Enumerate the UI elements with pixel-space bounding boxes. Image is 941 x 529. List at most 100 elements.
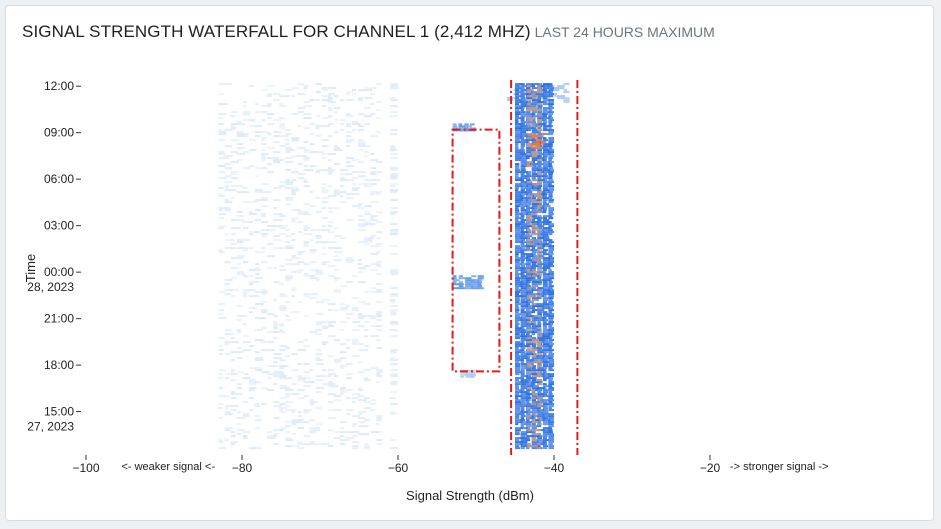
heat-cell bbox=[315, 151, 324, 154]
heat-cell bbox=[531, 365, 536, 368]
heat-cell bbox=[303, 225, 308, 228]
heat-cell bbox=[526, 291, 534, 294]
heat-cell bbox=[542, 129, 551, 132]
heat-cell bbox=[321, 95, 328, 98]
heat-cell bbox=[291, 113, 299, 116]
heat-cell bbox=[303, 141, 309, 144]
heat-cell bbox=[470, 127, 476, 130]
heat-cell bbox=[531, 157, 539, 160]
heat-cell bbox=[261, 213, 267, 216]
heat-cell bbox=[470, 371, 476, 374]
heat-cell bbox=[370, 183, 377, 186]
heat-cell bbox=[261, 247, 266, 250]
heat-cell bbox=[537, 289, 543, 292]
heat-cell bbox=[542, 387, 547, 390]
heat-cell bbox=[542, 435, 548, 438]
heat-cell bbox=[315, 269, 323, 272]
heat-cell bbox=[364, 433, 369, 436]
heat-cell bbox=[515, 139, 520, 142]
heat-cell bbox=[542, 299, 548, 302]
heat-cell bbox=[242, 227, 249, 230]
heat-cell bbox=[526, 397, 532, 400]
heat-cell bbox=[537, 141, 544, 144]
heat-cell bbox=[230, 359, 236, 362]
heat-cell bbox=[279, 305, 286, 308]
heat-cell bbox=[526, 203, 532, 206]
heat-cell bbox=[548, 133, 554, 136]
heat-cell bbox=[531, 203, 539, 206]
heat-cell bbox=[358, 413, 363, 416]
heat-cell bbox=[358, 129, 364, 132]
heat-cell bbox=[541, 140, 545, 143]
heat-cell bbox=[279, 387, 288, 390]
heat-cell bbox=[218, 83, 227, 86]
heat-cell bbox=[218, 313, 224, 316]
heat-cell bbox=[279, 95, 288, 98]
heat-cell bbox=[267, 431, 273, 434]
heat-cell bbox=[376, 179, 381, 182]
heat-cell bbox=[531, 227, 540, 230]
heat-cell bbox=[279, 325, 285, 328]
heat-cell bbox=[531, 375, 537, 378]
heat-cell bbox=[327, 265, 336, 268]
heat-cell bbox=[327, 401, 334, 404]
heat-cell bbox=[526, 351, 533, 354]
heat-cell bbox=[537, 339, 545, 342]
heat-cell bbox=[303, 443, 312, 446]
heat-cell bbox=[537, 91, 543, 94]
heat-cell bbox=[526, 399, 531, 402]
heat-cell bbox=[230, 409, 237, 412]
heat-cell bbox=[542, 97, 548, 100]
heat-cell bbox=[537, 181, 543, 184]
heat-cell bbox=[358, 317, 365, 320]
heat-cell bbox=[520, 379, 527, 382]
heat-band bbox=[218, 83, 383, 450]
heat-cell bbox=[273, 325, 278, 328]
heat-cell bbox=[537, 219, 542, 222]
heat-cell bbox=[531, 395, 537, 398]
heat-cell bbox=[390, 271, 398, 274]
heat-cell bbox=[531, 245, 537, 248]
heat-cell bbox=[531, 179, 537, 182]
heat-cell bbox=[520, 101, 528, 104]
heat-cell bbox=[531, 231, 536, 234]
heat-cell bbox=[273, 315, 278, 318]
heat-cell bbox=[279, 213, 284, 216]
heat-cell bbox=[236, 263, 241, 266]
heat-cell bbox=[218, 447, 227, 450]
heat-cell bbox=[370, 93, 375, 96]
heat-cell bbox=[526, 267, 533, 270]
heat-cell bbox=[376, 221, 383, 224]
heat-cell bbox=[531, 269, 536, 272]
heat-cell bbox=[303, 385, 311, 388]
heat-cell bbox=[515, 249, 522, 252]
heat-cell bbox=[261, 143, 267, 146]
heat-cell bbox=[537, 435, 543, 438]
heat-cell bbox=[542, 407, 548, 410]
heat-cell bbox=[515, 93, 520, 96]
heat-cell bbox=[230, 111, 238, 114]
heat-cell bbox=[537, 415, 545, 418]
heat-cell bbox=[515, 195, 523, 198]
heat-cell bbox=[531, 409, 539, 412]
heat-cell bbox=[548, 341, 553, 344]
heat-cell bbox=[218, 113, 227, 116]
heat-cell bbox=[390, 185, 395, 188]
heat-cell bbox=[218, 165, 226, 168]
heat-cell bbox=[333, 399, 342, 402]
heat-cell bbox=[548, 225, 554, 228]
heat-cell bbox=[242, 111, 251, 114]
heat-cell bbox=[218, 151, 225, 154]
heat-cell bbox=[526, 89, 534, 92]
heat-cell bbox=[452, 279, 460, 282]
heat-cell bbox=[535, 146, 541, 149]
heat-cell bbox=[537, 127, 542, 130]
heat-cell bbox=[515, 241, 523, 244]
heat-cell bbox=[542, 427, 549, 430]
heat-cell bbox=[339, 119, 346, 122]
heat-cell bbox=[537, 387, 545, 390]
heat-cell bbox=[531, 91, 538, 94]
heat-cell bbox=[542, 207, 548, 210]
heat-cell bbox=[224, 341, 230, 344]
heat-cell bbox=[520, 215, 525, 218]
